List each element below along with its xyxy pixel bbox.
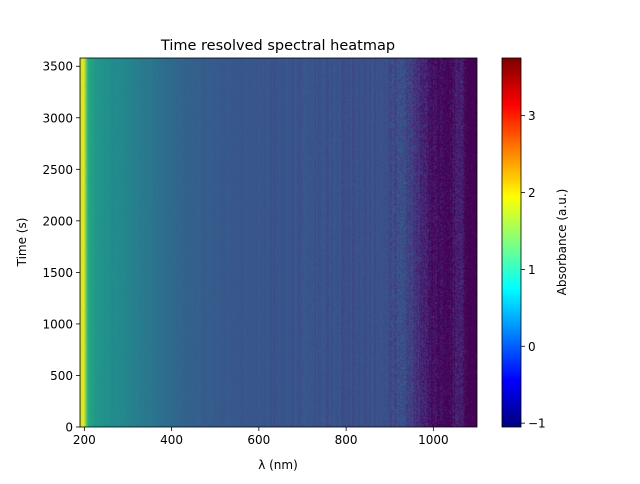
chart-title: Time resolved spectral heatmap [160, 38, 395, 54]
x-tick-label: 600 [247, 433, 270, 447]
colorbar-frame [501, 57, 522, 428]
y-tick-label: 0 [65, 421, 73, 435]
y-tick-label: 2500 [42, 163, 73, 177]
y-tick-label: 3000 [42, 111, 73, 125]
x-axis-label: λ (nm) [258, 458, 298, 472]
x-axis-ticks: 200 400 600 800 1000 [73, 427, 449, 447]
x-tick-label: 400 [160, 433, 183, 447]
colorbar-tick-label: 1 [528, 263, 536, 277]
y-axis-ticks: 0 500 1000 1500 2000 2500 3000 3500 [42, 60, 80, 435]
colorbar-ticks: −1 0 1 2 3 [521, 109, 546, 431]
colorbar-gradient [502, 58, 521, 427]
x-tick-label: 200 [73, 433, 96, 447]
y-axis-label: Time (s) [15, 218, 29, 268]
y-tick-label: 1000 [42, 317, 73, 331]
colorbar-tick-label: 2 [528, 186, 536, 200]
plot-frame [79, 57, 478, 428]
x-tick-label: 800 [335, 433, 358, 447]
colorbar-tick-label: 3 [528, 109, 536, 123]
y-tick-label: 3500 [42, 60, 73, 74]
y-tick-label: 500 [50, 369, 73, 383]
x-tick-label: 1000 [418, 433, 449, 447]
y-tick-label: 1500 [42, 266, 73, 280]
heatmap-image [80, 58, 477, 427]
colorbar-tick-label: 0 [528, 340, 536, 354]
y-tick-label: 2000 [42, 214, 73, 228]
colorbar-label: Absorbance (a.u.) [555, 189, 569, 296]
colorbar-tick-label: −1 [528, 417, 546, 431]
